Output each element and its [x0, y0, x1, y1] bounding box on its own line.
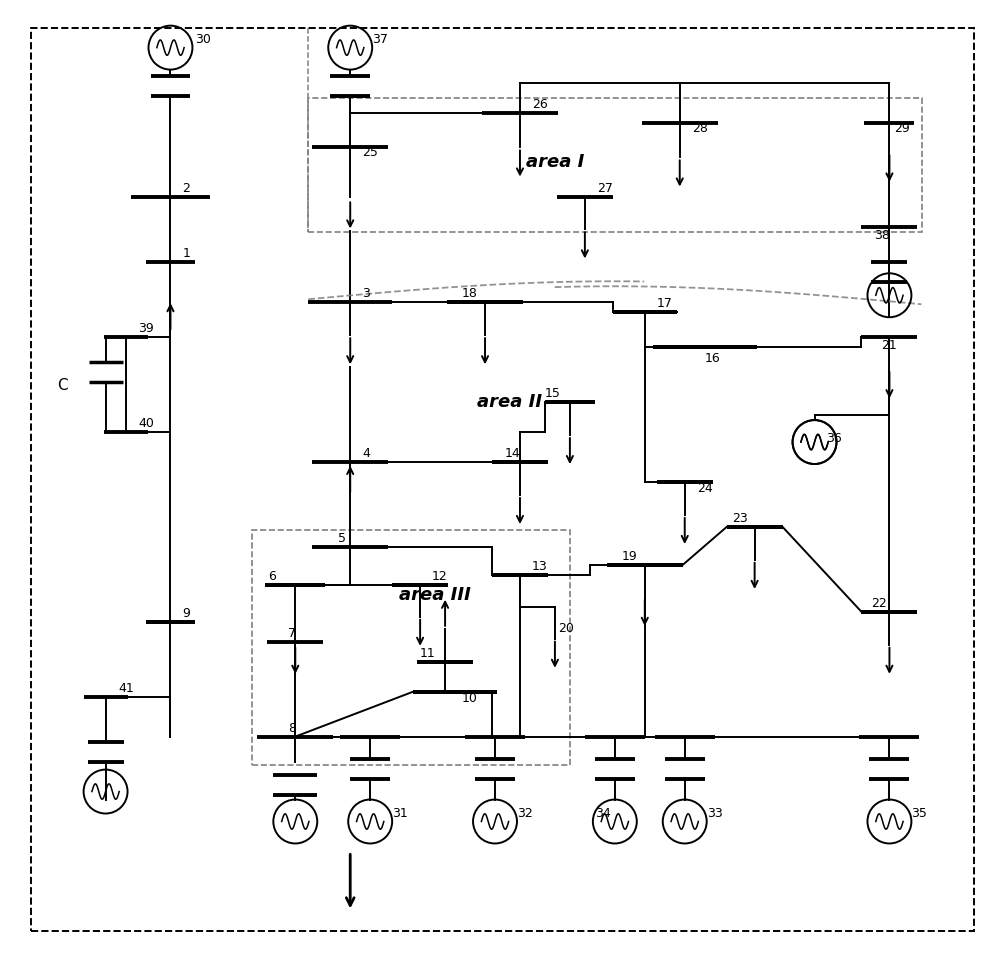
Text: 25: 25: [362, 146, 378, 160]
Text: 14: 14: [505, 447, 521, 460]
Text: 16: 16: [705, 352, 720, 366]
Text: 29: 29: [894, 122, 910, 136]
Text: area II: area II: [477, 393, 543, 412]
Bar: [252, 530, 570, 765]
Text: 24: 24: [697, 482, 712, 495]
Text: 27: 27: [597, 183, 613, 195]
Text: 6: 6: [268, 569, 276, 583]
Text: 4: 4: [362, 447, 370, 460]
Text: C: C: [57, 378, 68, 392]
Text: 21: 21: [881, 339, 897, 352]
Text: 13: 13: [532, 560, 548, 573]
Text: 5: 5: [338, 532, 346, 545]
Text: 31: 31: [392, 807, 408, 819]
Text: 2: 2: [182, 183, 190, 195]
Text: 34: 34: [595, 807, 611, 819]
Text: 7: 7: [288, 627, 296, 640]
Text: 22: 22: [871, 597, 887, 610]
Text: area III: area III: [399, 586, 471, 604]
Text: 20: 20: [558, 622, 574, 634]
Text: 37: 37: [372, 33, 388, 46]
Text: 32: 32: [517, 807, 533, 819]
Text: 26: 26: [532, 98, 548, 111]
Text: 33: 33: [707, 807, 722, 819]
Text: 30: 30: [195, 33, 211, 46]
Text: 36: 36: [827, 432, 842, 445]
Text: 11: 11: [420, 647, 436, 659]
Text: 10: 10: [462, 692, 478, 704]
Text: 18: 18: [462, 287, 478, 300]
Text: 8: 8: [288, 722, 296, 735]
Text: 12: 12: [432, 569, 448, 583]
Text: 35: 35: [911, 807, 927, 819]
Text: 19: 19: [622, 550, 638, 563]
Text: area I: area I: [526, 153, 584, 171]
Text: 41: 41: [119, 681, 134, 695]
Text: 38: 38: [874, 230, 890, 242]
Bar: [308, 98, 922, 233]
Text: 23: 23: [732, 512, 747, 525]
Text: 1: 1: [182, 247, 190, 260]
Text: 17: 17: [657, 298, 673, 310]
Text: 3: 3: [362, 287, 370, 300]
Text: 39: 39: [139, 323, 154, 335]
Text: 28: 28: [692, 122, 708, 136]
Text: 40: 40: [139, 417, 154, 430]
Text: 15: 15: [545, 388, 561, 400]
Text: 9: 9: [182, 607, 190, 620]
